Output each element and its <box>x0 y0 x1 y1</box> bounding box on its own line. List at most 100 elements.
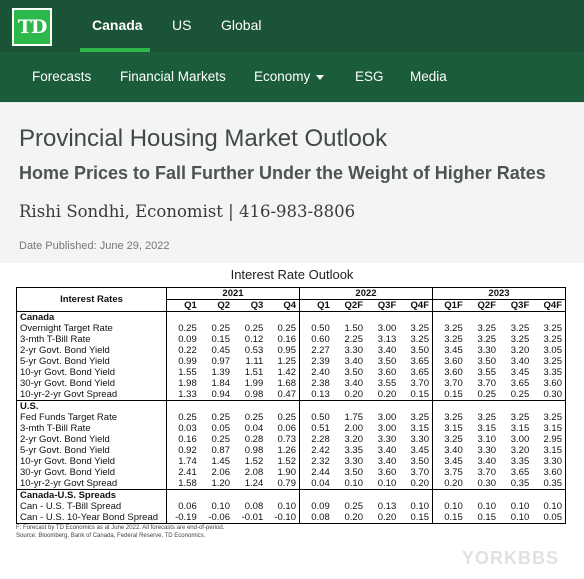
quarter-header: Q2F <box>344 300 363 311</box>
value-cell: 0.60 <box>298 334 333 345</box>
value-cell: 3.15 <box>543 423 563 434</box>
value-cell: 2.41 <box>165 467 200 478</box>
value-cell: 0.08 <box>244 501 264 512</box>
row-label: 2-yr Govt. Bond Yield <box>20 345 110 356</box>
row-label: 10-yr-2-yr Govt Spread <box>20 389 118 400</box>
value-cell: 1.90 <box>277 467 297 478</box>
value-cell: 3.60 <box>377 367 397 378</box>
table-row: 30-yr Govt. Bond Yield 2.41 2.06 2.08 1.90 2.… <box>17 467 566 478</box>
value-cell: 1.24 <box>244 478 264 489</box>
value-cell: 0.25 <box>510 389 530 400</box>
value-cell: 3.20 <box>510 345 530 356</box>
value-cell: 0.98 <box>244 445 264 456</box>
value-cell: 0.95 <box>277 345 297 356</box>
value-cell: 0.51 <box>298 423 333 434</box>
empty-cell <box>499 400 533 412</box>
value-cell: 3.25 <box>477 412 497 423</box>
row-label: 10-yr-2-yr Govt Spread <box>20 478 118 489</box>
value-cell: 3.65 <box>510 467 530 478</box>
value-cell: 3.00 <box>377 412 397 423</box>
value-cell: 3.45 <box>431 456 466 467</box>
value-cell: 3.25 <box>510 323 530 334</box>
watermark: YORKBBS <box>462 548 560 568</box>
value-cell: 3.45 <box>431 345 466 356</box>
quarter-header: Q4 <box>283 300 296 311</box>
value-cell: 3.55 <box>477 367 497 378</box>
value-cell: 0.35 <box>543 478 563 489</box>
value-cell: 1.52 <box>244 456 264 467</box>
value-cell: 3.30 <box>543 456 563 467</box>
value-cell: 0.30 <box>543 389 563 400</box>
value-cell: 3.15 <box>510 423 530 434</box>
value-cell: 0.20 <box>431 478 466 490</box>
value-cell: 1.84 <box>211 378 231 389</box>
value-cell: 0.15 <box>410 512 430 523</box>
value-cell: 3.45 <box>510 367 530 378</box>
value-cell: 0.20 <box>344 512 364 523</box>
value-cell: 0.15 <box>410 389 430 400</box>
value-cell: 3.25 <box>431 434 466 445</box>
empty-cell <box>199 400 233 412</box>
value-cell: 3.40 <box>377 456 397 467</box>
value-cell: 3.15 <box>410 423 430 434</box>
table-row: 10-yr-2-yr Govt Spread 1.58 1.20 1.24 0.79 0.… <box>17 478 566 490</box>
region-global[interactable]: Global <box>221 17 262 33</box>
value-cell: 3.40 <box>344 378 364 389</box>
section-label: U.S. <box>16 400 167 412</box>
value-cell: 3.00 <box>377 323 397 334</box>
value-cell: 1.52 <box>277 456 297 467</box>
value-cell: 0.10 <box>543 501 563 512</box>
value-cell: 3.70 <box>410 467 430 478</box>
value-cell: 3.25 <box>431 334 466 345</box>
table-title: Interest Rate Outlook <box>230 267 354 282</box>
value-cell: 3.00 <box>510 434 530 445</box>
nav-media[interactable]: Media <box>410 69 447 84</box>
row-label: Overnight Target Rate <box>20 323 113 334</box>
value-cell: 0.13 <box>298 389 333 401</box>
value-cell: 3.50 <box>410 456 430 467</box>
value-cell: 0.15 <box>431 512 466 524</box>
value-cell: 0.10 <box>211 501 231 512</box>
value-cell: 3.30 <box>344 456 364 467</box>
quarter-header: Q1F <box>431 299 466 312</box>
value-cell: 3.60 <box>431 367 466 378</box>
region-us[interactable]: US <box>172 17 192 33</box>
value-cell: 1.33 <box>165 389 200 401</box>
region-canada[interactable]: Canada <box>92 17 143 33</box>
value-cell: 3.25 <box>410 334 430 345</box>
value-cell: 0.92 <box>165 445 200 456</box>
value-cell: 3.40 <box>377 345 397 356</box>
quarter-header: Q2 <box>217 300 230 311</box>
value-cell: 1.39 <box>211 367 231 378</box>
value-cell: 0.15 <box>477 512 497 523</box>
value-cell: 1.99 <box>244 378 264 389</box>
empty-cell <box>298 489 333 501</box>
value-cell: 3.40 <box>377 445 397 456</box>
value-cell: 1.68 <box>277 378 297 389</box>
empty-cell <box>532 489 566 501</box>
row-label: 30-yr Govt. Bond Yield <box>20 467 116 478</box>
quarter-header: Q3F <box>377 300 397 311</box>
value-cell: 3.40 <box>344 356 364 367</box>
value-cell: 3.25 <box>431 323 466 334</box>
value-cell: 0.16 <box>165 434 200 445</box>
nav-esg[interactable]: ESG <box>355 69 384 84</box>
value-cell: 3.40 <box>431 445 466 456</box>
value-cell: 0.50 <box>298 323 333 334</box>
value-cell: 1.20 <box>211 478 231 489</box>
value-cell: 0.94 <box>211 389 231 400</box>
value-cell: 3.25 <box>510 412 530 423</box>
nav-forecasts[interactable]: Forecasts <box>32 69 92 84</box>
empty-cell <box>399 312 432 324</box>
empty-cell <box>165 400 200 412</box>
empty-cell <box>465 400 499 412</box>
nav-financial-markets[interactable]: Financial Markets <box>120 69 226 84</box>
td-logo[interactable]: TD <box>12 8 52 46</box>
value-cell: 0.45 <box>211 345 231 356</box>
value-cell: 0.99 <box>165 356 200 367</box>
value-cell: 3.35 <box>344 445 364 456</box>
value-cell: 0.08 <box>298 512 333 524</box>
nav-economy[interactable]: Economy <box>254 69 325 84</box>
empty-cell <box>431 400 466 412</box>
table-row: Can - U.S. 10-Year Bond Spread -0.19 -0.06… <box>17 512 566 524</box>
